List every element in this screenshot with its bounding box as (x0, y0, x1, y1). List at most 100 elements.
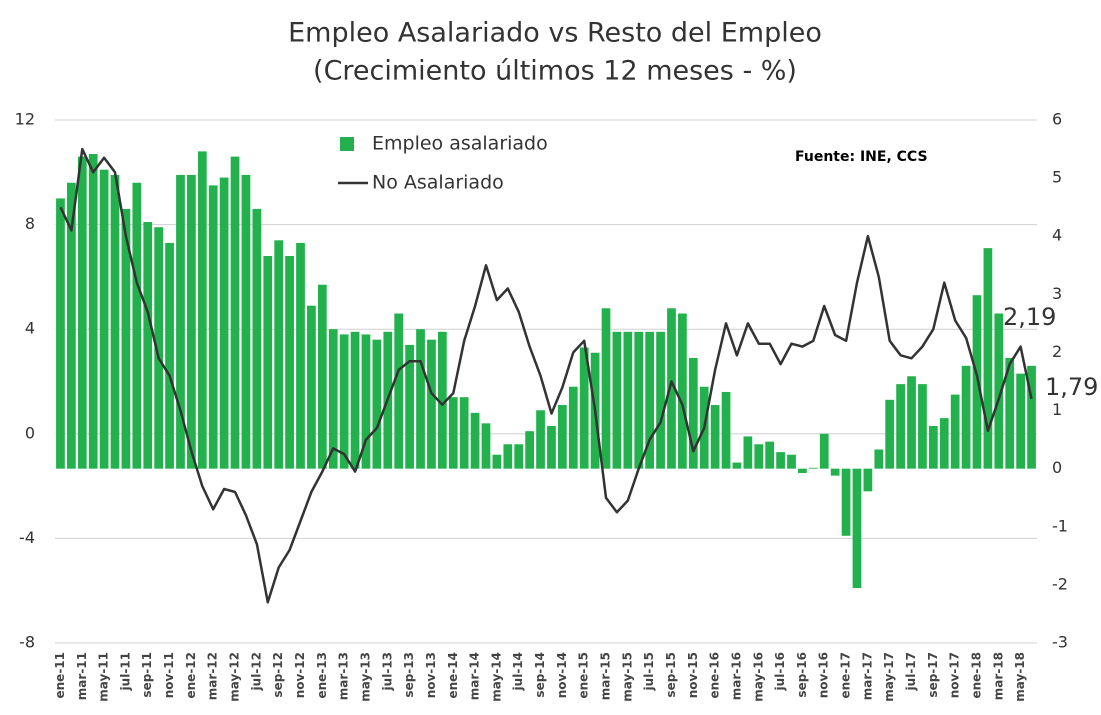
bar (165, 242, 174, 469)
bar (121, 208, 131, 469)
x-tick-label: jul-13 (380, 652, 394, 691)
x-tick-label: ene-18 (969, 652, 983, 699)
annotation: 2,19 (1003, 303, 1056, 331)
bar (907, 376, 916, 469)
line (59, 147, 1033, 604)
bar (88, 153, 98, 469)
bar (896, 384, 905, 469)
bar (568, 386, 578, 469)
bar (56, 198, 65, 469)
x-tick-label: nov-17 (948, 652, 962, 698)
bar (732, 462, 742, 469)
chart-subtitle: (Crecimiento últimos 12 meses - %) (313, 56, 797, 87)
y2-tick-label: 4 (1052, 226, 1062, 245)
y2-tick-label: 1 (1052, 400, 1062, 419)
bar (688, 357, 698, 469)
bar (928, 425, 938, 469)
y2-tick-label: -3 (1052, 633, 1068, 652)
x-tick-label: ene-12 (184, 652, 198, 699)
x-tick-label: sep-12 (271, 652, 285, 698)
x-tick-label: jul-14 (511, 652, 525, 691)
bar (307, 305, 316, 469)
bar (372, 339, 382, 469)
bar (994, 313, 1004, 469)
bar (197, 151, 207, 469)
x-tick-label: ene-13 (315, 652, 329, 699)
x-tick-label: nov-16 (817, 652, 831, 698)
y-tick-label: -4 (19, 528, 35, 547)
x-tick-label: nov-13 (424, 652, 438, 698)
bar (776, 452, 785, 469)
bar (481, 423, 491, 469)
bar (99, 169, 109, 469)
bar (634, 331, 644, 469)
bar (765, 441, 775, 469)
y-tick-label: 4 (25, 319, 35, 338)
bar (525, 431, 534, 469)
bar (143, 221, 153, 469)
bar (492, 454, 502, 469)
x-tick-label: mar-17 (860, 652, 874, 700)
bar (830, 468, 840, 476)
bar (623, 331, 633, 469)
bar (241, 174, 251, 469)
bar (110, 174, 120, 469)
bar (427, 339, 436, 469)
y2-tick-label: 3 (1052, 284, 1062, 303)
bar (961, 365, 971, 469)
x-tick-label: may-16 (751, 652, 765, 702)
bar (787, 454, 796, 469)
bar (710, 405, 720, 469)
y-tick-label: 12 (15, 110, 35, 129)
bar (863, 468, 873, 492)
x-tick-label: sep-15 (664, 652, 678, 698)
bar (274, 240, 284, 469)
y2-tick-label: -1 (1052, 516, 1068, 535)
bar (885, 399, 895, 469)
x-tick-label: may-14 (489, 652, 503, 702)
bar (132, 182, 142, 469)
x-tick-label: nov-14 (555, 652, 569, 698)
bar (459, 397, 469, 469)
y-tick-label: 0 (25, 423, 35, 442)
bar (77, 156, 87, 469)
bar (808, 467, 818, 469)
x-tick-label: may-15 (620, 652, 634, 702)
y2-tick-label: 0 (1052, 458, 1062, 477)
x-tick-label: mar-11 (75, 652, 89, 700)
bar (187, 174, 196, 469)
y2-tick-label: 6 (1052, 110, 1062, 129)
bar (285, 255, 294, 469)
bar (743, 436, 753, 469)
bar (667, 308, 676, 469)
bar (416, 329, 425, 469)
x-tick-label: nov-15 (686, 652, 700, 698)
x-tick-label: sep-13 (402, 652, 416, 698)
x-tick-label: sep-17 (926, 652, 940, 698)
bar (230, 156, 240, 469)
bar (645, 331, 655, 469)
bar (547, 425, 556, 469)
x-tick-label: jul-11 (118, 652, 132, 691)
x-tick-label: ene-16 (708, 652, 722, 699)
bar (219, 177, 229, 469)
bar (656, 331, 665, 469)
x-tick-label: mar-15 (599, 652, 613, 700)
y2-tick-label: 5 (1052, 168, 1062, 187)
x-tick-label: jul-12 (249, 652, 263, 691)
bar (950, 394, 960, 469)
bar (536, 410, 545, 469)
x-tick-label: jul-17 (904, 652, 918, 691)
bar (983, 248, 993, 469)
x-tick-label: may-12 (228, 652, 242, 702)
y-tick-label: 8 (25, 214, 35, 233)
x-tick-label: ene-17 (839, 652, 853, 699)
bar (874, 449, 884, 469)
x-tick-label: may-17 (882, 652, 896, 702)
bar (405, 344, 414, 469)
y2-tick-label: 2 (1052, 342, 1062, 361)
bar (350, 331, 360, 469)
bar (67, 182, 76, 469)
bar (317, 284, 327, 469)
